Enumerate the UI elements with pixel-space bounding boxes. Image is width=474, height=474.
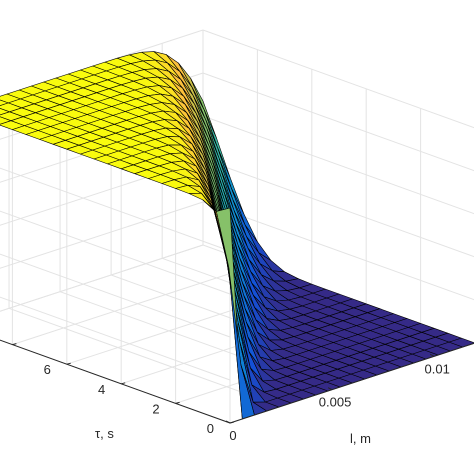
grid-line [202,201,474,301]
y-axis-label: τ, s [95,426,114,441]
grid-line [0,253,231,338]
x-tick-label: 0.005 [319,395,352,410]
y-tick-label: 4 [98,382,105,397]
x-tick [327,387,333,391]
y-tick [12,343,17,346]
grid-line [0,339,231,424]
y-tick [121,382,126,385]
grid-line [0,339,231,424]
y-tick-label: 0 [207,421,214,436]
grid-line [8,307,282,407]
y-tick-label: 2 [152,401,159,416]
y-axis-line [0,339,231,424]
x-tick-label: 0.01 [425,361,450,376]
axes-frame [0,339,474,424]
x-tick [225,420,231,424]
grid-line [12,264,258,346]
grid-line [0,210,231,295]
x-tick [429,353,435,357]
surface-mesh [0,51,474,420]
grid-line [202,72,474,172]
y-tick-label: 6 [44,362,51,377]
grid-line [0,296,231,381]
x-tick-label: 0 [229,428,236,443]
x-axis-label: l, m [350,431,371,446]
grid-line [202,158,474,258]
y-tick [66,362,71,365]
y-tick [175,401,180,404]
grid-line [0,167,231,252]
grid-line [202,115,474,215]
grid-line [0,244,204,312]
grid-line [0,244,204,312]
grid-line [0,201,204,269]
y-tick [229,421,235,424]
grid-line [202,29,474,129]
